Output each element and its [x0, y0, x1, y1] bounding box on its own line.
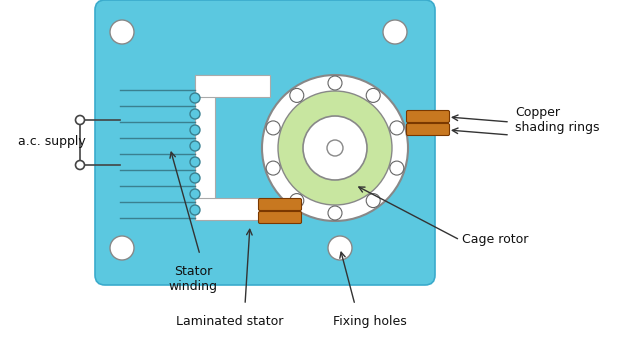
Circle shape — [76, 161, 84, 169]
Bar — [195, 198, 270, 220]
Circle shape — [390, 161, 404, 175]
FancyBboxPatch shape — [95, 0, 435, 285]
Circle shape — [366, 194, 381, 208]
Circle shape — [328, 76, 342, 90]
FancyBboxPatch shape — [406, 124, 449, 135]
Circle shape — [327, 140, 343, 156]
Circle shape — [190, 93, 200, 103]
Circle shape — [190, 109, 200, 119]
Bar — [195, 75, 215, 220]
FancyBboxPatch shape — [406, 111, 449, 122]
Circle shape — [328, 206, 342, 220]
Circle shape — [290, 89, 304, 103]
Circle shape — [190, 141, 200, 151]
Bar — [195, 75, 270, 97]
Circle shape — [383, 20, 407, 44]
Circle shape — [266, 161, 280, 175]
Circle shape — [190, 173, 200, 183]
Circle shape — [190, 205, 200, 215]
Circle shape — [110, 20, 134, 44]
Circle shape — [390, 121, 404, 135]
Text: Fixing holes: Fixing holes — [333, 315, 407, 328]
FancyBboxPatch shape — [258, 198, 302, 210]
Circle shape — [262, 75, 408, 221]
Circle shape — [366, 89, 381, 103]
Circle shape — [328, 236, 352, 260]
Circle shape — [266, 121, 280, 135]
Circle shape — [76, 116, 84, 125]
Circle shape — [290, 194, 304, 208]
Circle shape — [303, 116, 367, 180]
Circle shape — [278, 91, 392, 205]
Text: a.c. supply: a.c. supply — [18, 135, 86, 148]
Circle shape — [110, 236, 134, 260]
Circle shape — [190, 125, 200, 135]
FancyBboxPatch shape — [258, 211, 302, 224]
Text: Copper
shading rings: Copper shading rings — [515, 106, 600, 134]
Text: Stator
winding: Stator winding — [168, 265, 217, 293]
Text: Laminated stator: Laminated stator — [176, 315, 284, 328]
Circle shape — [190, 189, 200, 199]
Circle shape — [190, 157, 200, 167]
Text: Cage rotor: Cage rotor — [462, 233, 529, 246]
